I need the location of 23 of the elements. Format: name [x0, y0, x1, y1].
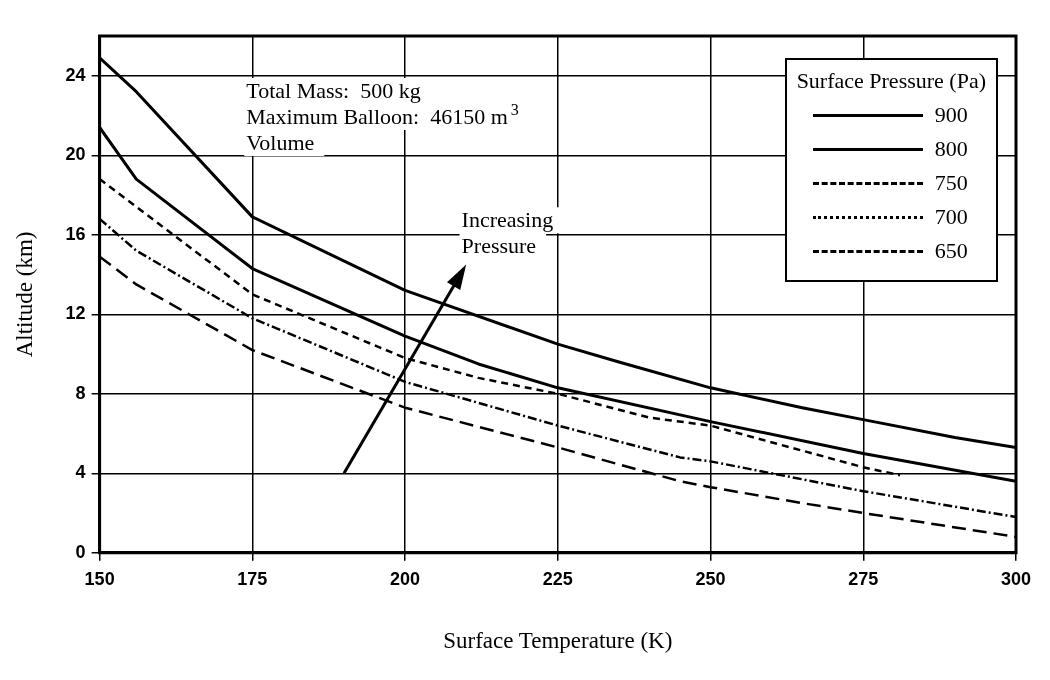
y-tick-label: 12: [65, 303, 86, 324]
legend-label: 900: [934, 102, 968, 128]
x-tick-label: 300: [1000, 568, 1032, 589]
x-tick-label: 275: [848, 568, 879, 589]
x-axis-title: Surface Temperature (K): [443, 628, 673, 654]
legend-label: 800: [934, 136, 968, 162]
legend-label: 650: [934, 238, 968, 264]
x-tick-label: 225: [542, 568, 573, 589]
y-axis-title: Altitude (km): [11, 231, 37, 358]
y-tick-label: 4: [75, 462, 86, 483]
x-tick-label: 150: [84, 568, 115, 589]
x-tick-label: 200: [390, 568, 421, 589]
y-tick-label: 24: [65, 64, 86, 85]
annotation: Increasing Pressure: [461, 207, 554, 259]
y-tick-label: 8: [75, 382, 86, 403]
legend-title: Surface Pressure (Pa): [796, 68, 986, 94]
legend-label: 700: [934, 204, 968, 230]
y-tick-label: 20: [65, 144, 86, 165]
x-tick-label: 250: [695, 568, 726, 589]
x-tick-label: 175: [237, 568, 268, 589]
legend-label: 750: [934, 170, 968, 196]
y-tick-label: 0: [75, 541, 86, 562]
y-tick-label: 16: [65, 223, 86, 244]
